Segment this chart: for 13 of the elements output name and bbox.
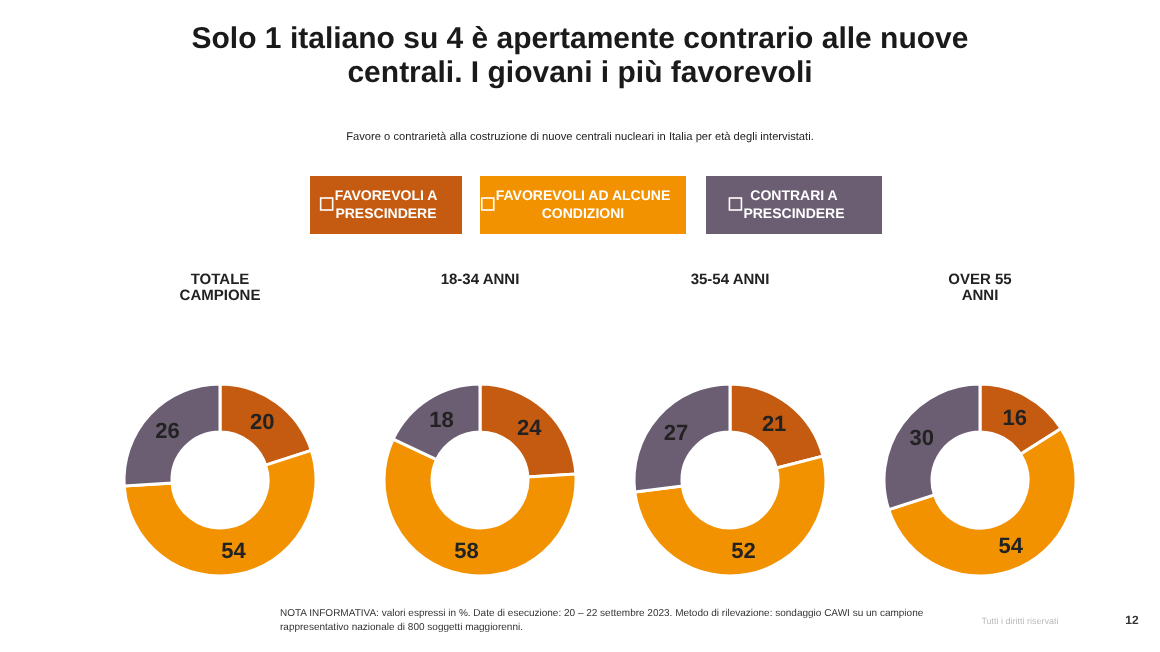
data-label: 54 [221, 540, 248, 565]
data-label: 24 [517, 417, 544, 442]
data-label: 30 [909, 427, 934, 452]
data-label: 27 [663, 422, 689, 447]
text: Solo 1 italiano su 4 è apertamente contrario alle nuove centrali. I giovani i più favorevoli [191, 22, 969, 90]
data-label: 21 [761, 412, 787, 437]
data-label: 58 [454, 540, 479, 565]
data-label: 52 [731, 540, 756, 565]
data-label: 20 [250, 411, 275, 436]
data-label: 54 [998, 534, 1025, 559]
data-label: 16 [1002, 406, 1027, 431]
data-label: 26 [155, 420, 180, 445]
data-label: 18 [429, 408, 454, 433]
